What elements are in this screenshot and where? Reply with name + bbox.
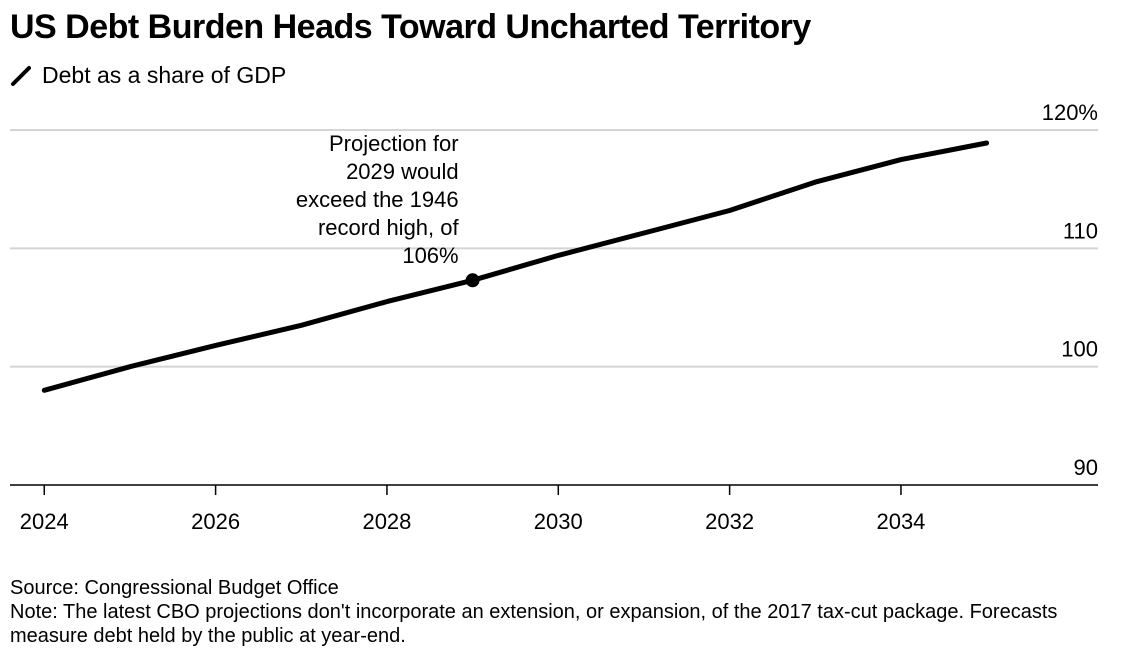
x-tick-label-2026: 2026 xyxy=(191,509,240,534)
annotation-line-4: record high, of xyxy=(318,215,460,240)
y-tick-label-120: 120% xyxy=(1042,100,1098,125)
x-tick-label-2024: 2024 xyxy=(20,509,69,534)
series-group xyxy=(41,140,990,393)
chart-footer: Source: Congressional Budget Office Note… xyxy=(10,576,1120,648)
chart-title: US Debt Burden Heads Toward Uncharted Te… xyxy=(10,8,811,46)
x-axis-ticks: 2024 2026 2028 2030 2032 2034 xyxy=(20,485,925,534)
legend-label: Debt as a share of GDP xyxy=(42,62,287,88)
grid-lines xyxy=(10,129,1098,368)
note-text: Note: The latest CBO projections don't i… xyxy=(10,601,1058,647)
source-text: Source: Congressional Budget Office xyxy=(10,577,339,599)
annotation-line-2: 2029 would xyxy=(346,159,459,184)
line-chart: 90 100 110 120% 2024 2026 2028 2030 2032 2034 Pr… xyxy=(10,100,1098,534)
x-tick-label-2034: 2034 xyxy=(876,509,925,534)
y-tick-label-110: 110 xyxy=(1063,218,1098,243)
y-tick-label-90: 90 xyxy=(1074,455,1098,480)
series-line-0 xyxy=(41,140,990,393)
x-tick-label-2030: 2030 xyxy=(534,509,583,534)
y-axis-labels: 90 100 110 120% xyxy=(1042,100,1098,480)
x-tick-label-2032: 2032 xyxy=(705,509,754,534)
annotation-line-3: exceed the 1946 xyxy=(296,187,459,212)
legend-line-icon xyxy=(11,65,31,86)
annotation-line-1: Projection for xyxy=(329,131,459,156)
annotation-marker xyxy=(465,273,480,288)
annotation-line-5: 106% xyxy=(402,243,458,268)
x-tick-label-2028: 2028 xyxy=(362,509,411,534)
annotation-group: Projection for 2029 would exceed the 1946 r… xyxy=(296,131,480,288)
legend: Debt as a share of GDP xyxy=(10,62,286,89)
y-tick-label-100: 100 xyxy=(1061,337,1098,362)
